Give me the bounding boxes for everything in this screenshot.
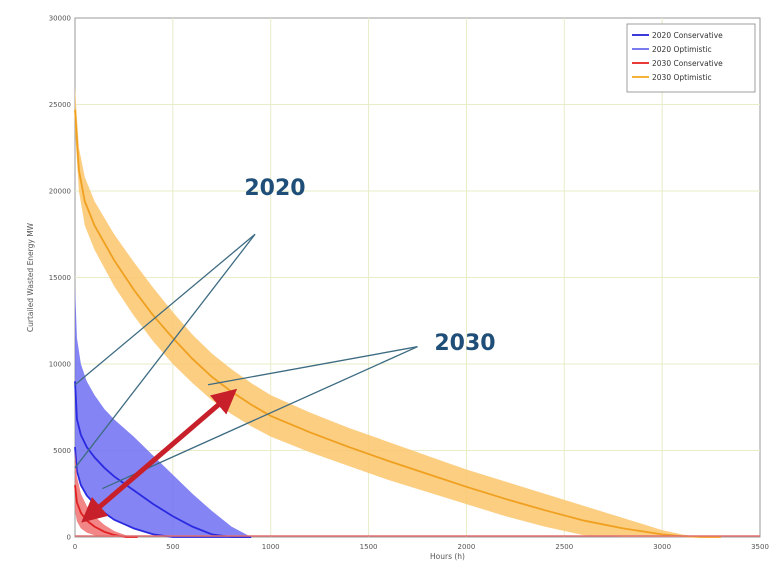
legend-label: 2030 Optimistic — [652, 73, 712, 82]
x-tick-label: 3000 — [653, 543, 671, 551]
y-tick-label: 0 — [67, 534, 71, 542]
y-axis-label: Curtailed Wasted Energy MW — [26, 222, 35, 332]
x-tick-label: 1500 — [360, 543, 378, 551]
y-tick-label: 25000 — [49, 101, 71, 109]
x-tick-label: 0 — [73, 543, 77, 551]
x-tick-label: 2000 — [458, 543, 476, 551]
double-arrow — [81, 388, 238, 523]
band-2030 — [75, 87, 721, 537]
annotation-label-2020: 2020 — [244, 176, 305, 201]
x-tick-label: 3500 — [751, 543, 769, 551]
annotation-label-2030: 2030 — [434, 331, 495, 356]
callout-line — [207, 346, 418, 386]
y-tick-label: 20000 — [49, 188, 71, 196]
callout-line — [74, 233, 256, 386]
x-tick-label: 500 — [166, 543, 179, 551]
x-axis-label: Hours (h) — [430, 552, 465, 561]
legend-label: 2020 Conservative — [652, 31, 723, 40]
y-tick-label: 30000 — [49, 15, 71, 23]
legend-label: 2020 Optimistic — [652, 45, 712, 54]
legend-label: 2030 Conservative — [652, 59, 723, 68]
y-tick-label: 15000 — [49, 274, 71, 282]
series-line-2030 — [74, 109, 721, 538]
x-tick-label: 1000 — [262, 543, 280, 551]
y-tick-label: 10000 — [49, 361, 71, 369]
x-tick-label: 2500 — [555, 543, 573, 551]
y-tick-label: 5000 — [53, 447, 71, 455]
